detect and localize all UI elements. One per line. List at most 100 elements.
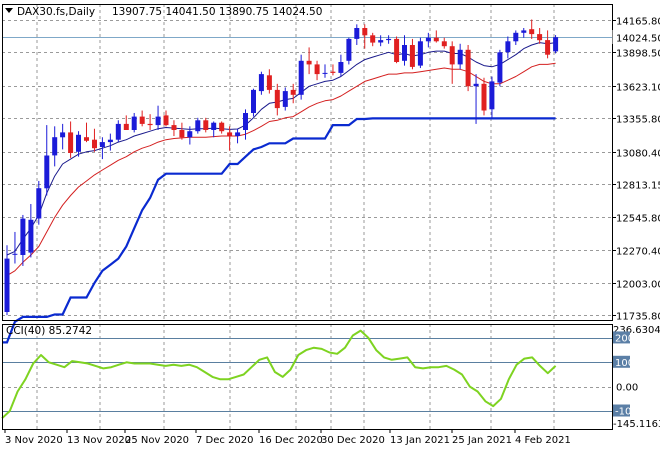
candle-body — [402, 45, 407, 61]
candle-body — [322, 72, 328, 74]
chart-frame — [2, 4, 613, 430]
candle-body — [553, 37, 559, 52]
candle-body — [330, 71, 336, 73]
candle-body — [370, 35, 376, 43]
candle-body — [76, 134, 81, 152]
candle-body — [258, 74, 264, 92]
time-axis-label: 25 Nov 2020 — [125, 435, 189, 446]
cci-axis-max-label: 236.6304 — [613, 325, 660, 336]
candle-body — [537, 34, 543, 41]
candle-body — [505, 41, 511, 53]
candle-body — [417, 41, 423, 66]
candle-body — [274, 89, 280, 109]
candle-body — [92, 139, 97, 149]
cci-level-label: 100 — [615, 358, 634, 369]
candle-body — [465, 49, 471, 87]
candle-body — [195, 120, 201, 132]
candle-body — [251, 89, 256, 113]
candle-body — [84, 137, 89, 141]
price-axis-label: 12545.80 — [616, 214, 660, 225]
candle-body — [433, 37, 439, 42]
candle-body — [123, 123, 129, 130]
candle-body — [306, 60, 312, 65]
candle-body — [386, 38, 392, 41]
grid — [2, 4, 612, 429]
candle-body — [441, 41, 447, 47]
candle-body — [211, 122, 217, 130]
candle-body — [99, 142, 105, 147]
time-axis-label: 25 Jan 2021 — [452, 435, 512, 446]
main-plot-frame — [2, 4, 613, 321]
candle-body — [290, 89, 296, 95]
time-axis-label: 16 Dec 2020 — [259, 435, 323, 446]
time-axis-label: 13 Jan 2021 — [390, 435, 450, 446]
candle-body — [219, 122, 225, 132]
ohlc-label: 13907.75 14041.50 13890.75 14024.50 — [112, 6, 322, 18]
time-axis-label: 3 Nov 2020 — [5, 435, 63, 446]
price-axis-label: 13080.40 — [616, 149, 660, 160]
candle-body — [60, 132, 66, 138]
price-axis-label: 13623.10 — [616, 83, 660, 94]
ema-slow-line — [6, 62, 556, 277]
candles — [4, 19, 559, 316]
candle-body — [52, 137, 58, 156]
price-axis-label: 14165.80 — [616, 17, 660, 28]
candle-body — [354, 28, 360, 39]
candle-body — [139, 116, 145, 124]
cci-level-tag — [613, 331, 630, 344]
indicator-plot-frame — [2, 324, 613, 430]
candle-body — [163, 115, 169, 126]
candle-body — [409, 45, 415, 67]
collapse-triangle-icon[interactable] — [5, 8, 13, 13]
candle-body — [489, 81, 495, 110]
price-axis-label: 12813.15 — [616, 181, 660, 192]
current-price-tag — [612, 30, 658, 44]
candle-body — [4, 258, 10, 312]
candle-body — [107, 139, 113, 143]
candle-body — [115, 123, 121, 140]
candle-body — [147, 123, 153, 126]
cci-levels — [2, 338, 612, 412]
candle-body — [155, 116, 161, 126]
candle-body — [346, 38, 352, 61]
candle-body — [425, 37, 431, 42]
time-axis-label: 4 Feb 2021 — [515, 435, 571, 446]
candle-body — [298, 60, 304, 95]
cci-level-tag — [613, 355, 630, 368]
candle-body — [473, 83, 479, 87]
candle-body — [36, 188, 42, 219]
candle-body — [68, 132, 74, 153]
candle-body — [529, 29, 535, 35]
cci-level-tag — [613, 404, 630, 417]
candle-body — [362, 28, 368, 36]
cci-line — [1, 329, 557, 420]
candle-body — [266, 75, 272, 90]
time-axis-label: 30 Dec 2020 — [321, 435, 385, 446]
cci-label: CCI(40) 85.2742 — [6, 325, 92, 337]
symbol-label: DAX30.fs,Daily — [17, 6, 95, 18]
candle-body — [481, 83, 487, 111]
trailing-stop-line — [3, 117, 556, 344]
price-axis-label: 13355.80 — [616, 115, 660, 126]
candle-body — [521, 30, 527, 33]
candle-body — [44, 155, 50, 189]
candle-body — [171, 125, 177, 130]
price-axis-label: 13898.50 — [616, 49, 660, 60]
candle-body — [449, 46, 455, 65]
cci-level-label: 200 — [615, 333, 634, 344]
candle-body — [179, 130, 185, 138]
time-axis-label: 13 Nov 2020 — [67, 435, 131, 446]
candle-body — [457, 49, 463, 65]
candle-body — [338, 62, 344, 73]
candle-body — [497, 52, 503, 83]
candle-body — [20, 218, 26, 255]
time-axis-label: 7 Dec 2020 — [196, 435, 254, 446]
ema-fast-line — [6, 42, 556, 256]
cci-series-line — [1, 329, 557, 420]
candle-body — [314, 64, 320, 75]
axes: 14165.80 13898.50 13623.10 13355.80 13080.40… — [4, 17, 660, 446]
candle-body — [187, 131, 193, 138]
candle-body — [545, 40, 551, 55]
